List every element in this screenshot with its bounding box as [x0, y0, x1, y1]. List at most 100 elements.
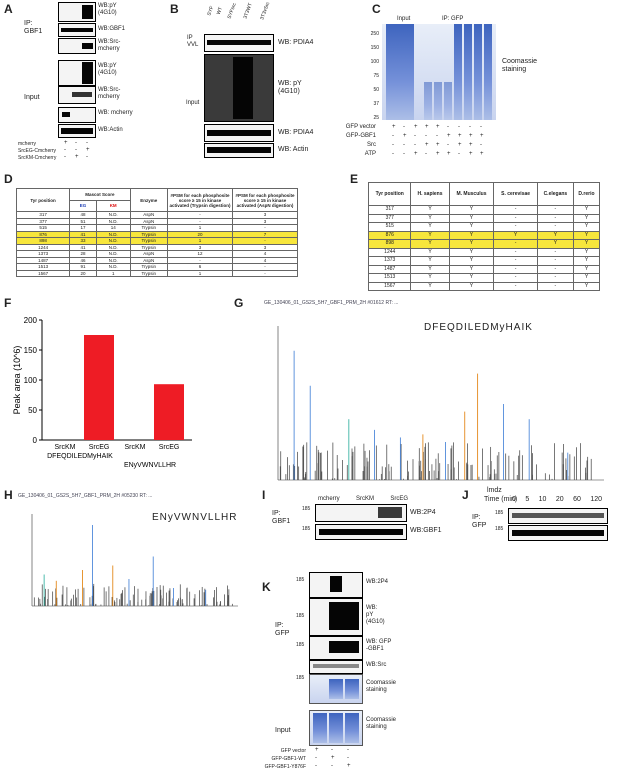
marker-c-2: 150 — [370, 45, 379, 51]
ip-label-b: IP VVL — [187, 35, 199, 48]
mark-c-0-1: - — [403, 124, 405, 130]
peptide-g: DFEQDILEDMyHAIK — [424, 322, 533, 333]
table-cell: Y — [448, 281, 495, 291]
mark-a-0-1: - — [75, 140, 77, 146]
table-cell: - — [493, 247, 538, 257]
mark-c-2-8: - — [480, 142, 482, 148]
table-cell: 1 — [167, 269, 233, 277]
marker-i-1: 185 — [302, 506, 311, 512]
table-cell: Y — [572, 264, 601, 274]
mark-c-0-3: + — [425, 124, 429, 130]
mark-c-2-6: + — [458, 142, 462, 148]
table-cell: 20 — [69, 269, 97, 277]
table-cell: - — [536, 281, 574, 291]
mark-c-3-2: + — [414, 151, 418, 157]
col-head-e-0: Tyr position — [367, 182, 412, 206]
table-row: 515 17 14 Trypsin 1- — [15, 224, 298, 232]
ip-label-j: IP: GFP — [472, 514, 487, 529]
mark-c-2-2: - — [414, 142, 416, 148]
lane-labels-i: mcherry SrcKM SrcEG — [318, 496, 408, 503]
mark-c-3-1: - — [403, 151, 405, 157]
mark-c-1-4: - — [436, 133, 438, 139]
table-cell: Y — [448, 247, 495, 257]
y-tick-label: 100 — [24, 376, 38, 385]
time-j-1: 0 — [512, 496, 516, 503]
table-cell: 1513 — [367, 273, 412, 283]
mark-c-1-3: - — [425, 133, 427, 139]
category-label: SrcEG — [159, 444, 180, 451]
col-head-d-aspn: #PSM for each phosphosite score ≥ 15 in … — [232, 188, 298, 212]
marker-c-1: 250 — [370, 31, 379, 37]
table-cell: - — [536, 256, 574, 266]
marker-c-5: 50 — [373, 87, 379, 93]
mark-c-1-1: + — [403, 133, 407, 139]
blot-b-1 — [204, 34, 274, 52]
table-cell: - — [493, 264, 538, 274]
table-cell: Y — [410, 281, 450, 291]
table-cell: Y — [448, 239, 495, 249]
time-labels-j: 0 5 10 20 60 120 — [512, 496, 602, 504]
blot-a-7 — [58, 124, 96, 138]
blot-i-2 — [315, 524, 407, 540]
mark-c-3-6: - — [458, 151, 460, 157]
blot-label-a-2: WB:GBF1 — [98, 26, 126, 32]
blot-k-1 — [309, 572, 363, 598]
panel-label-f: F — [4, 296, 12, 310]
mark-c-3-4: + — [436, 151, 440, 157]
table-cell: - — [493, 256, 538, 266]
blot-label-k-6: Coomassie staining — [366, 717, 397, 730]
table-cell: - — [536, 213, 574, 223]
table-row: 317 48 N.D. AspN -3 — [15, 211, 298, 219]
table-cell: - — [536, 273, 574, 283]
input-label-c: Input — [397, 16, 411, 22]
mark-c-1-2: - — [414, 133, 416, 139]
mark-c-0-6: - — [458, 124, 460, 130]
blot-j-2 — [508, 525, 608, 541]
lane-label-b-2: WT — [215, 6, 224, 16]
row-label-k-1: GFP-GBF1-WT — [271, 756, 306, 762]
table-cell: Y — [536, 230, 574, 240]
table-row: 515 Y Y - - Y — [367, 222, 601, 232]
blot-b-4 — [204, 143, 274, 158]
mark-a-1-0: - — [64, 147, 66, 153]
mark-a-2-1: + — [75, 154, 79, 160]
blot-label-a-1: WB:pY (4G10) — [98, 3, 117, 16]
lane-label-b-5: 3T3vSrc — [259, 1, 272, 21]
y-tick-label: 0 — [33, 436, 38, 445]
blot-label-k-1: WB:2P4 — [366, 579, 389, 585]
input-label-b: Input — [186, 100, 200, 106]
marker-k-1: 185 — [296, 577, 305, 583]
table-cell: Y — [572, 213, 601, 223]
mark-k-0-1: - — [331, 747, 333, 753]
table-cell: 1567 — [15, 269, 71, 277]
mark-a-0-2: - — [86, 140, 88, 146]
ip-label-c: IP: GFP — [442, 16, 464, 22]
col-head-d-eg: EG — [69, 199, 97, 212]
blot-label-b-3: WB: PDIA4 — [278, 129, 314, 136]
time-j-2: 5 — [525, 496, 530, 503]
col-head-d-tyr: Tyr position — [15, 188, 71, 212]
table-cell: Y — [536, 239, 574, 249]
table-cell: Y — [572, 222, 601, 232]
mark-k-2-1: - — [331, 763, 333, 769]
panel-label-j: J — [462, 488, 469, 502]
table-cell: Y — [572, 239, 601, 249]
conservation-table-e: Tyr position H. sapiens M. Musculus S. c… — [367, 182, 601, 291]
table-cell: Y — [410, 247, 450, 257]
row-label-k-0: GFP vector — [280, 748, 306, 754]
table-row: 1567 Y Y - - Y — [367, 281, 601, 291]
lane-label-i-2: SrcKM — [356, 496, 374, 502]
table-cell: Y — [572, 281, 601, 291]
group-label: ENyVWNVLLHR — [124, 462, 176, 469]
mark-c-0-0: + — [392, 124, 396, 130]
y-tick-label: 150 — [24, 346, 38, 355]
bar — [154, 384, 184, 440]
table-cell: - — [232, 269, 298, 277]
time-j-6: 120 — [590, 496, 602, 503]
blot-k-3 — [309, 636, 363, 660]
mark-c-2-3: + — [425, 142, 429, 148]
table-cell: - — [493, 281, 538, 291]
marker-k-2: 185 — [296, 613, 305, 619]
col-head-e-4: C.elegans — [536, 182, 574, 206]
row-label-c-2: Src — [367, 142, 376, 148]
